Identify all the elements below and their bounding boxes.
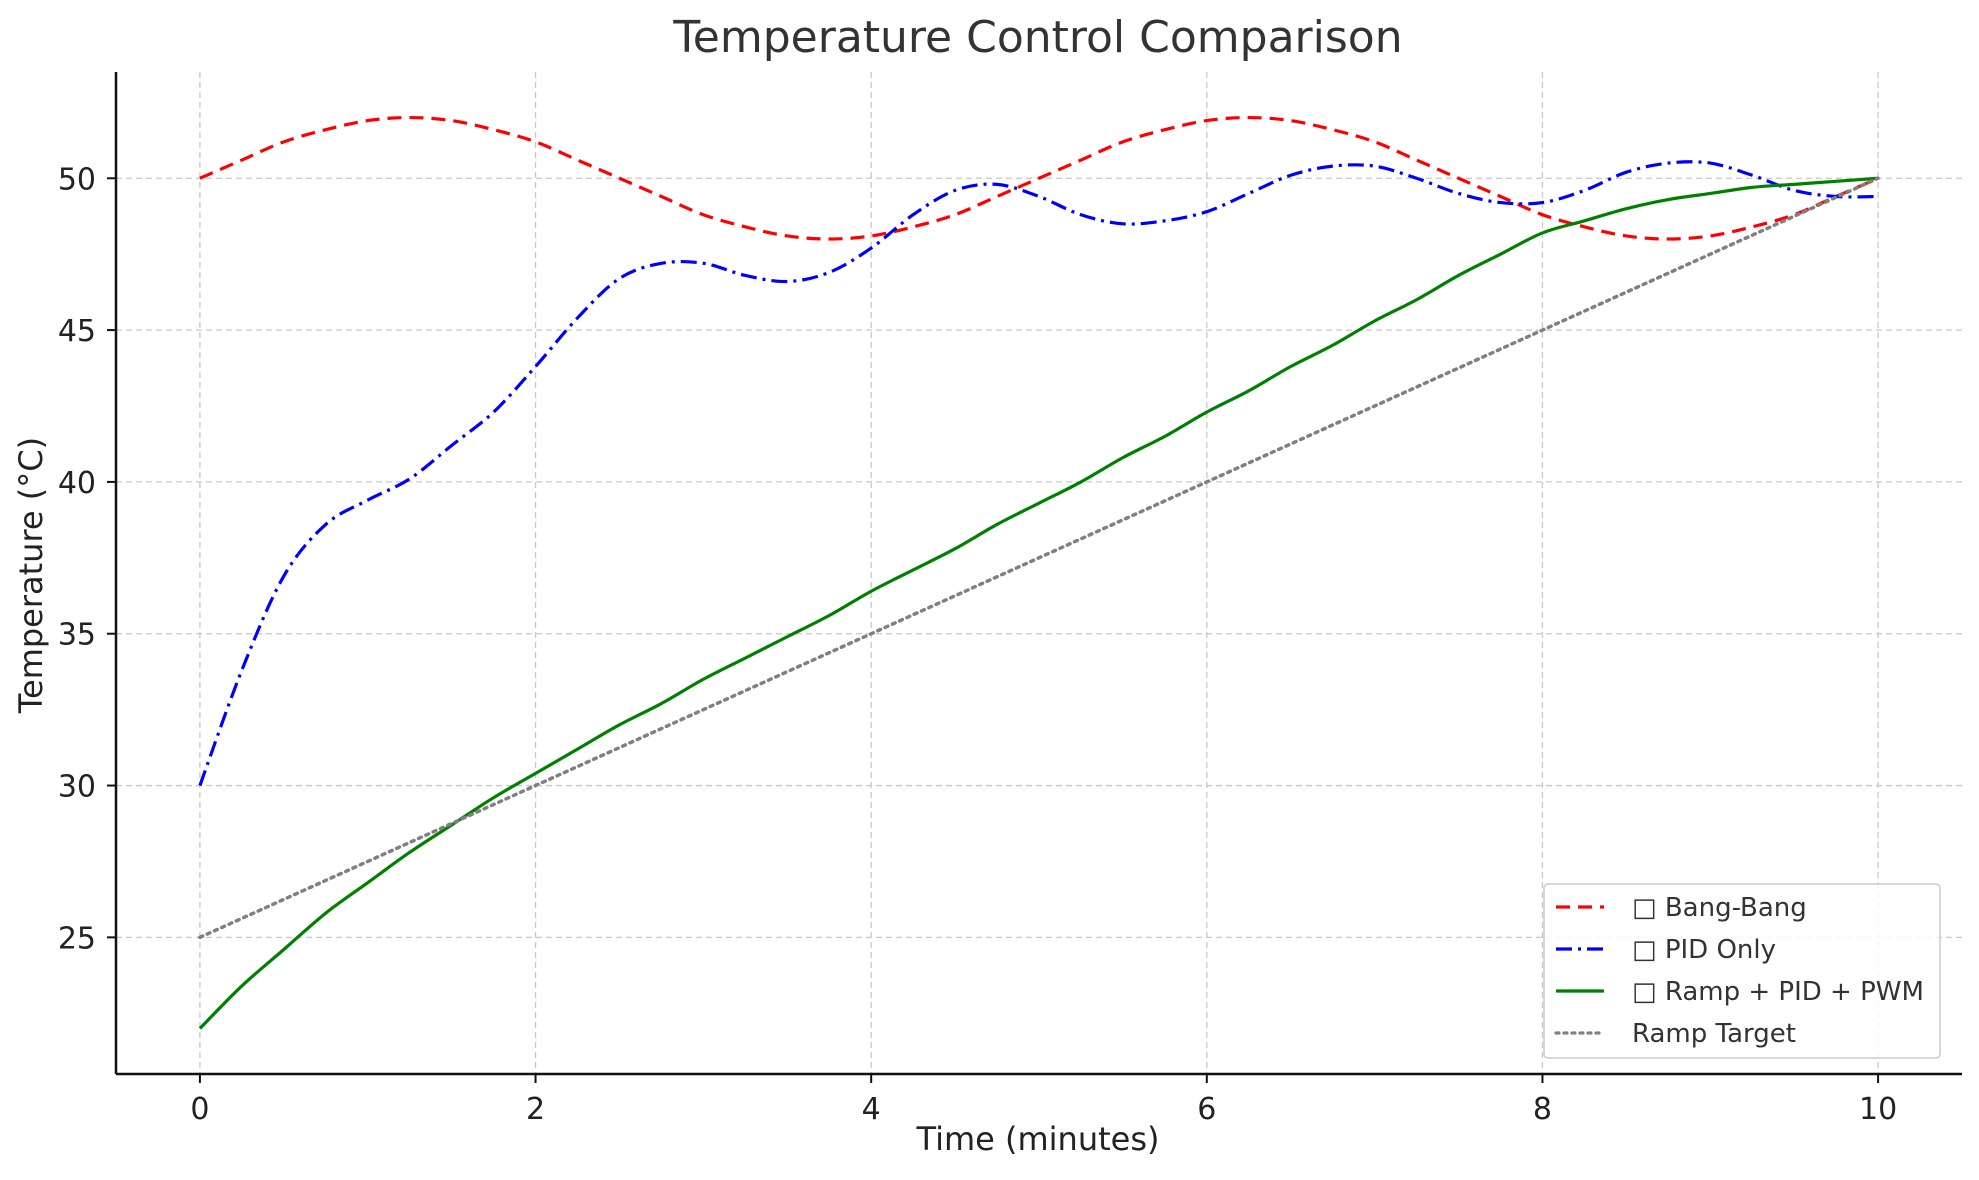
legend-entry-2: □ Ramp + PID + PWM bbox=[1632, 977, 1924, 1007]
legend: □ Bang-Bang □ PID Only □ Ramp + PID + PWM R… bbox=[1543, 883, 1941, 1059]
y-tick-label-45: 45 bbox=[58, 314, 96, 349]
x-axis-label: Time (minutes) bbox=[916, 1120, 1160, 1158]
x-tick-label-6: 6 bbox=[1197, 1092, 1216, 1127]
legend-entry-1: □ PID Only bbox=[1632, 935, 1776, 965]
series-line-2 bbox=[198, 176, 1879, 1030]
series-lines bbox=[198, 115, 1880, 1030]
y-tick-label-30: 30 bbox=[58, 770, 96, 805]
x-tick-label-4: 4 bbox=[862, 1092, 881, 1127]
x-tick-label-0: 0 bbox=[190, 1092, 209, 1127]
y-tick-label-35: 35 bbox=[58, 618, 96, 653]
x-tick-label-10: 10 bbox=[1859, 1092, 1897, 1127]
series-line-1 bbox=[198, 160, 1879, 787]
tick-labels: 0 2 4 6 8 10 25 30 35 40 45 50 bbox=[58, 162, 1897, 1127]
series-line-3 bbox=[198, 176, 1880, 940]
axes bbox=[114, 72, 1962, 1076]
legend-entry-3: Ramp Target bbox=[1632, 1019, 1796, 1049]
series-line-0 bbox=[199, 115, 1879, 241]
legend-entry-0: □ Bang-Bang bbox=[1632, 893, 1807, 923]
chart-title: Temperature Control Comparison bbox=[672, 12, 1402, 63]
y-axis-label: Temperature (°C) bbox=[12, 437, 50, 714]
legend-frame bbox=[1543, 883, 1941, 1059]
x-tick-label-8: 8 bbox=[1533, 1092, 1552, 1127]
y-tick-label-50: 50 bbox=[58, 162, 96, 197]
y-tick-label-25: 25 bbox=[58, 921, 96, 956]
y-tick-label-40: 40 bbox=[58, 466, 96, 501]
x-tick-label-2: 2 bbox=[526, 1092, 545, 1127]
